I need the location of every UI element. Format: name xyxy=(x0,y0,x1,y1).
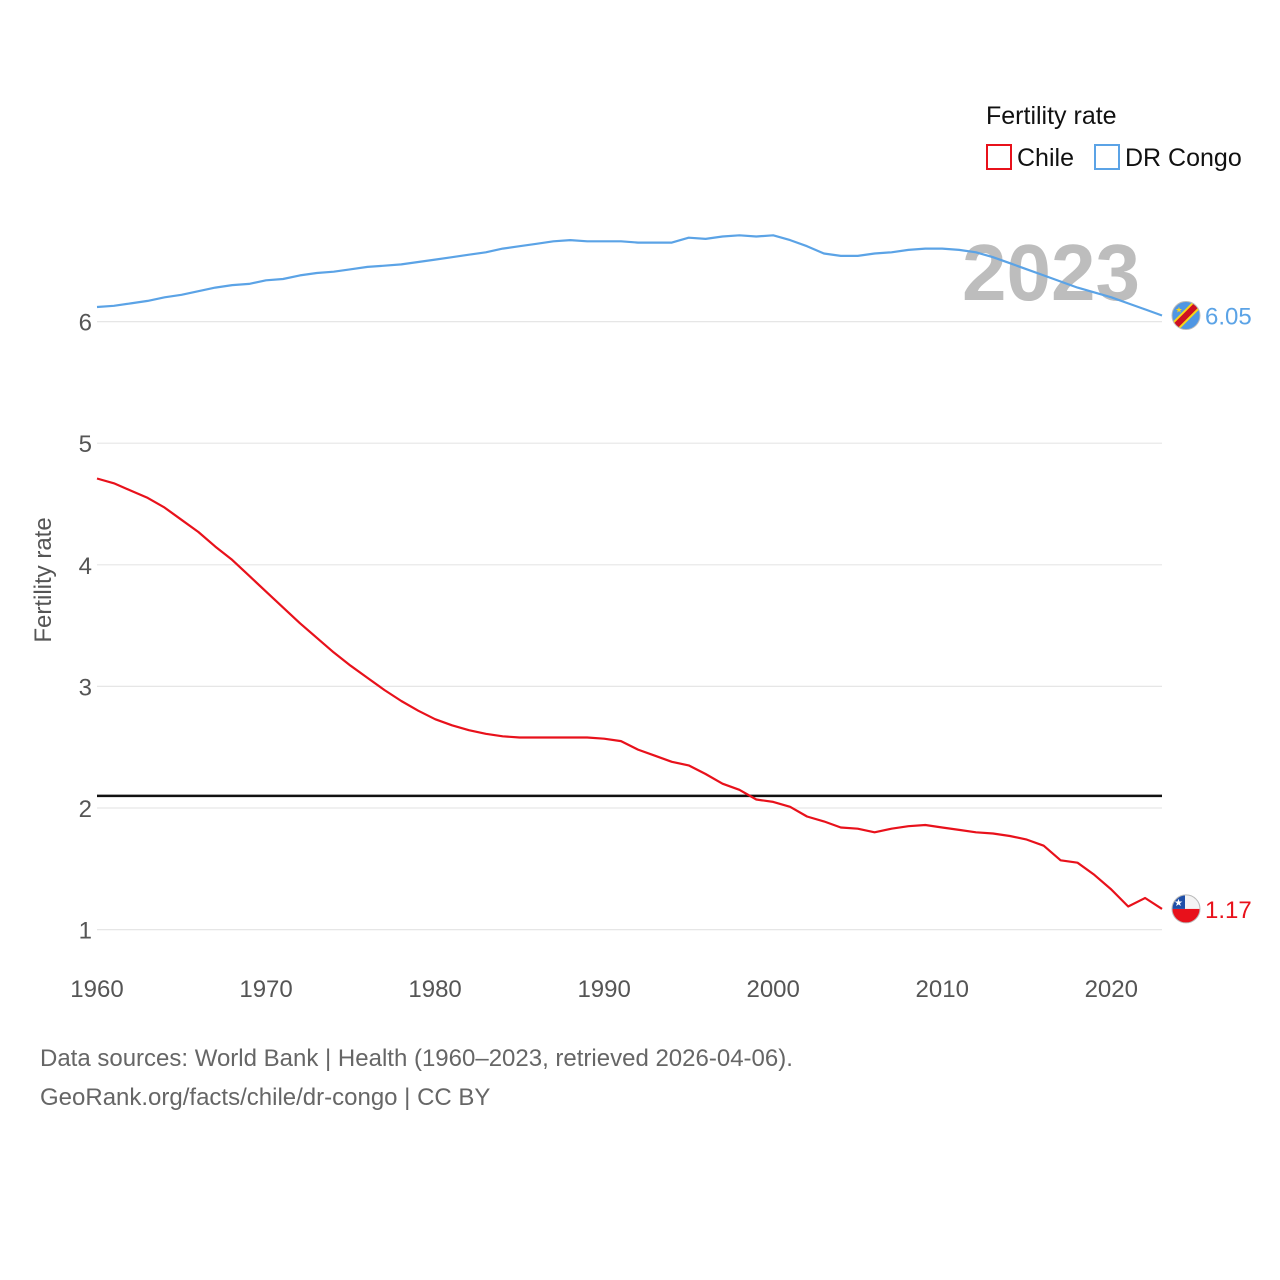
y-tick-label: 2 xyxy=(79,796,92,823)
x-tick-label: 2010 xyxy=(916,976,969,1003)
series-end-markers: ★ 1.17 ★ 6.05 xyxy=(1171,301,1252,924)
legend-swatch-dr-congo xyxy=(1094,144,1120,170)
end-value-label-chile: 1.17 xyxy=(1205,897,1252,924)
legend-item-chile[interactable]: Chile xyxy=(986,144,1074,172)
y-tick-label: 5 xyxy=(79,431,92,458)
dr-congo-flag-icon: ★ xyxy=(1171,301,1201,331)
svg-text:★: ★ xyxy=(1174,898,1183,909)
y-tick-label: 1 xyxy=(79,918,92,945)
legend: Fertility rate Chile DR Congo xyxy=(986,102,1242,172)
svg-text:★: ★ xyxy=(1175,306,1182,315)
series-line-chile[interactable] xyxy=(96,477,1163,910)
line-chart: 1 2 3 4 5 6 1960 1970 1980 1990 2000 2010 2020 Fert… xyxy=(30,102,1252,1003)
end-value-label-dr-congo: 6.05 xyxy=(1205,304,1252,331)
attribution-note: GeoRank.org/facts/chile/dr-congo | CC BY xyxy=(40,1084,491,1111)
y-tick-label: 4 xyxy=(79,553,92,580)
x-tick-label: 1960 xyxy=(70,976,123,1003)
series-lines xyxy=(96,234,1163,910)
legend-label-dr-congo: DR Congo xyxy=(1125,144,1242,172)
legend-title: Fertility rate xyxy=(986,102,1117,130)
x-axis-ticks: 1960 1970 1980 1990 2000 2010 2020 xyxy=(70,976,1138,1003)
x-tick-label: 2020 xyxy=(1085,976,1138,1003)
x-tick-label: 1990 xyxy=(577,976,630,1003)
x-tick-label: 1970 xyxy=(239,976,292,1003)
data-sources-note: Data sources: World Bank | Health (1960–… xyxy=(40,1045,793,1072)
legend-item-dr-congo[interactable]: DR Congo xyxy=(1094,144,1242,172)
x-tick-label: 2000 xyxy=(746,976,799,1003)
x-tick-label: 1980 xyxy=(408,976,461,1003)
chile-flag-icon: ★ xyxy=(1171,894,1201,924)
y-axis-ticks: 1 2 3 4 5 6 xyxy=(79,310,92,945)
legend-swatch-chile xyxy=(986,144,1012,170)
current-year-label: 2023 xyxy=(962,228,1140,317)
y-tick-label: 6 xyxy=(79,310,92,337)
gridlines xyxy=(97,321,1162,931)
legend-label-chile: Chile xyxy=(1017,144,1074,172)
y-axis-title: Fertility rate xyxy=(30,517,57,642)
y-tick-label: 3 xyxy=(79,674,92,701)
series-line-dr-congo[interactable] xyxy=(96,234,1163,317)
